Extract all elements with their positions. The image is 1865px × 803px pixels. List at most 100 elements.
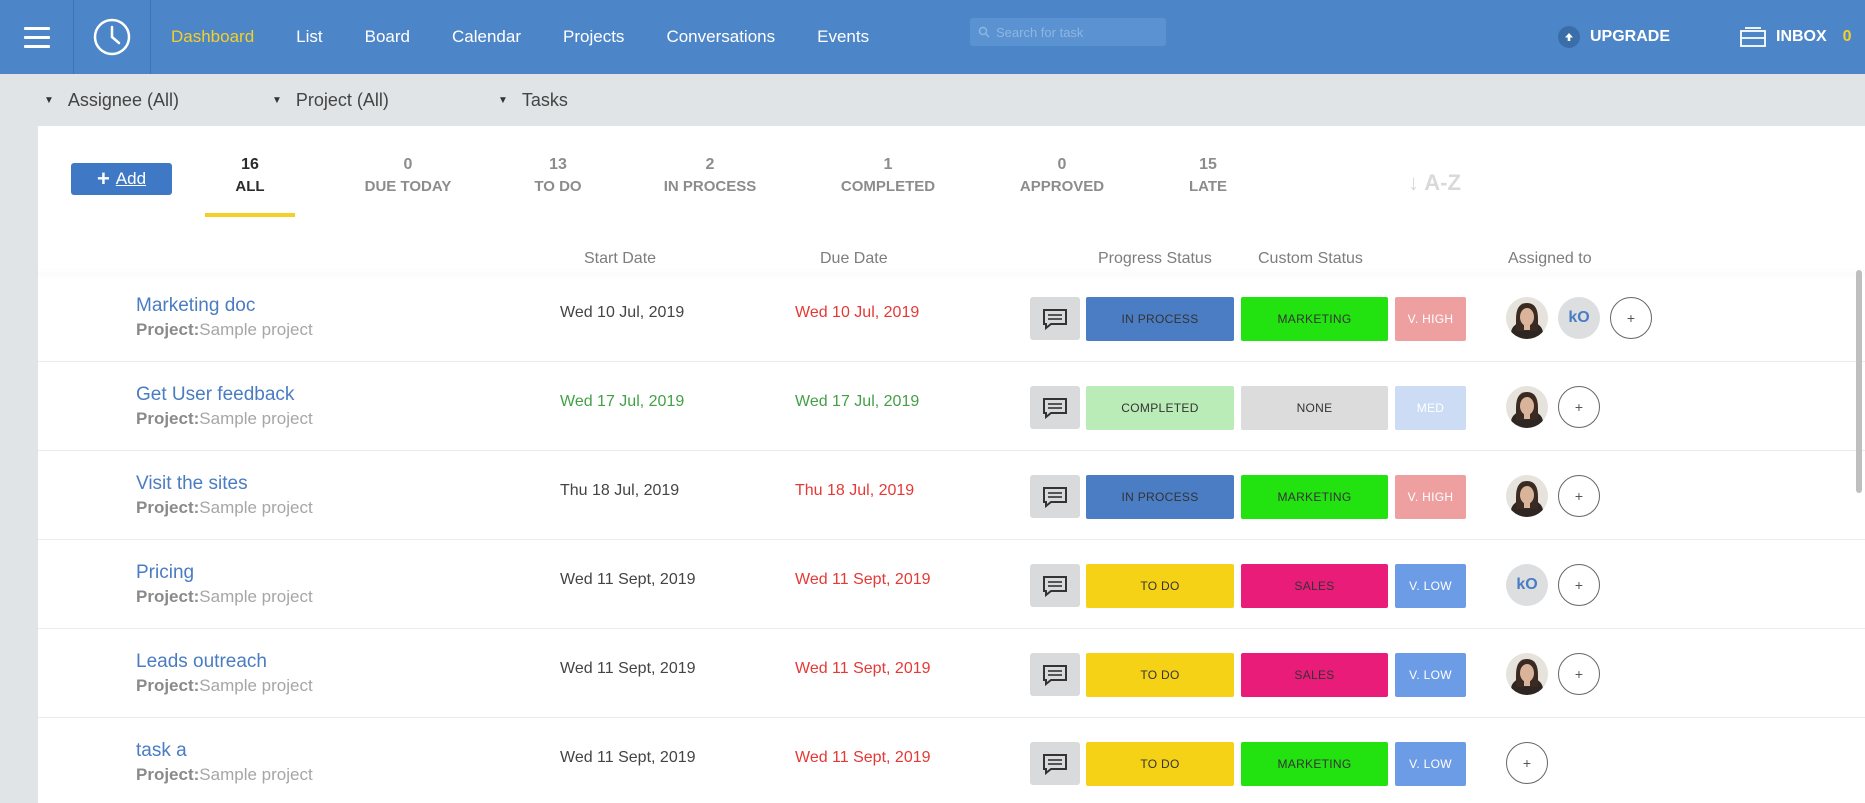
task-title[interactable]: Get User feedback: [136, 384, 295, 405]
chat-icon: [1043, 753, 1067, 775]
nav-calendar[interactable]: Calendar: [452, 27, 522, 46]
priority-badge[interactable]: MED: [1395, 386, 1466, 430]
inbox-button[interactable]: INBOX 0: [1740, 0, 1852, 74]
priority-badge[interactable]: V. LOW: [1395, 564, 1466, 608]
upgrade-button[interactable]: UPGRADE: [1558, 0, 1670, 74]
arrow-up-icon: [1558, 26, 1580, 48]
table-row[interactable]: task a Project:Sample project Wed 11 Sept,…: [38, 718, 1865, 803]
add-assignee-button[interactable]: +: [1558, 653, 1600, 695]
add-assignee-button[interactable]: +: [1558, 564, 1600, 606]
comment-button[interactable]: [1030, 297, 1080, 340]
task-project: Project:Sample project: [136, 320, 313, 340]
add-assignee-button[interactable]: +: [1558, 475, 1600, 517]
comment-button[interactable]: [1030, 475, 1080, 518]
clock-icon[interactable]: [74, 0, 151, 74]
task-title[interactable]: Marketing doc: [136, 295, 256, 316]
priority-badge[interactable]: V. LOW: [1395, 742, 1466, 786]
project-name: Sample project: [199, 676, 313, 695]
comment-button[interactable]: [1030, 564, 1080, 607]
comment-button[interactable]: [1030, 386, 1080, 429]
nav-conversations[interactable]: Conversations: [666, 27, 776, 46]
tab-to-do[interactable]: 13 TO DO: [508, 156, 608, 195]
avatar[interactable]: [1506, 475, 1548, 517]
sort-az-button[interactable]: ↓ A-Z: [1408, 170, 1461, 196]
task-title[interactable]: Visit the sites: [136, 473, 248, 494]
project-filter-label: Project (All): [295, 89, 389, 110]
column-assigned-to[interactable]: Assigned to: [1508, 250, 1592, 267]
active-tab-indicator: [205, 213, 295, 217]
progress-status-badge[interactable]: IN PROCESS: [1086, 475, 1234, 519]
nav-events[interactable]: Events: [817, 27, 870, 46]
column-start-date[interactable]: Start Date: [584, 250, 657, 267]
search-box[interactable]: [970, 18, 1166, 46]
nav-list[interactable]: List: [296, 27, 323, 46]
progress-status-badge[interactable]: TO DO: [1086, 564, 1234, 608]
column-custom-status[interactable]: Custom Status: [1258, 250, 1363, 267]
add-assignee-button[interactable]: +: [1610, 297, 1652, 339]
start-date: Wed 11 Sept, 2019: [560, 571, 696, 588]
inbox-label: INBOX: [1776, 28, 1827, 45]
avatar-initials[interactable]: kO: [1506, 564, 1548, 606]
tab-count: 13: [549, 156, 567, 173]
avatar-initials[interactable]: kO: [1558, 297, 1600, 339]
column-due-date[interactable]: Due Date: [820, 250, 888, 267]
add-assignee-button[interactable]: +: [1506, 742, 1548, 784]
progress-status-badge[interactable]: IN PROCESS: [1086, 297, 1234, 341]
custom-status-badge[interactable]: MARKETING: [1241, 742, 1388, 786]
assignee-filter[interactable]: ▼ Assignee (All): [44, 74, 179, 126]
custom-status-badge[interactable]: NONE: [1241, 386, 1388, 430]
tasks-filter-label: Tasks: [521, 89, 568, 110]
tab-label: ALL: [235, 178, 265, 195]
sort-label: A-Z: [1424, 170, 1461, 195]
priority-badge[interactable]: V. HIGH: [1395, 297, 1466, 341]
task-title[interactable]: task a: [136, 740, 187, 761]
column-progress-status[interactable]: Progress Status: [1098, 250, 1212, 267]
progress-status-badge[interactable]: TO DO: [1086, 742, 1234, 786]
nav-board[interactable]: Board: [364, 27, 411, 46]
table-row[interactable]: Get User feedback Project:Sample project W…: [38, 362, 1865, 451]
nav-projects[interactable]: Projects: [563, 27, 625, 46]
tab-approved[interactable]: 0 APPROVED: [1002, 156, 1122, 195]
priority-badge[interactable]: V. HIGH: [1395, 475, 1466, 519]
table-row[interactable]: Pricing Project:Sample project Wed 11 Sept…: [38, 540, 1865, 629]
task-title[interactable]: Pricing: [136, 562, 195, 583]
tab-completed[interactable]: 1 COMPLETED: [828, 156, 948, 195]
menu-icon[interactable]: [0, 0, 74, 74]
tab-label: COMPLETED: [840, 178, 936, 195]
caret-down-icon: ▼: [272, 94, 282, 106]
task-title[interactable]: Leads outreach: [136, 651, 267, 672]
search-input[interactable]: [996, 24, 1156, 40]
comment-button[interactable]: [1030, 742, 1080, 785]
nav-dashboard[interactable]: Dashboard: [171, 27, 255, 46]
inbox-count: 0: [1842, 28, 1852, 45]
progress-status-badge[interactable]: COMPLETED: [1086, 386, 1234, 430]
tab-in-process[interactable]: 2 IN PROCESS: [650, 156, 770, 195]
tab-due-today[interactable]: 0 DUE TODAY: [343, 156, 473, 195]
add-assignee-button[interactable]: +: [1558, 386, 1600, 428]
tab-late[interactable]: 15 LATE: [1168, 156, 1248, 195]
task-list-card: + Add 16 ALL 0 DUE TODAY 13 TO DO 2 IN P…: [38, 126, 1865, 803]
avatar[interactable]: [1506, 653, 1548, 695]
project-name: Sample project: [199, 765, 313, 784]
start-date: Wed 11 Sept, 2019: [560, 749, 696, 766]
tasks-filter[interactable]: ▼ Tasks: [498, 74, 568, 126]
project-filter[interactable]: ▼ Project (All): [272, 74, 389, 126]
avatar[interactable]: [1506, 297, 1548, 339]
table-row[interactable]: Marketing doc Project:Sample project Wed 1…: [38, 273, 1865, 362]
priority-badge[interactable]: V. LOW: [1395, 653, 1466, 697]
custom-status-badge[interactable]: SALES: [1241, 564, 1388, 608]
tab-all[interactable]: 16 ALL: [205, 156, 295, 195]
custom-status-badge[interactable]: MARKETING: [1241, 475, 1388, 519]
table-row[interactable]: Visit the sites Project:Sample project Thu…: [38, 451, 1865, 540]
progress-status-badge[interactable]: TO DO: [1086, 653, 1234, 697]
add-task-button[interactable]: + Add: [71, 163, 172, 195]
start-date: Wed 11 Sept, 2019: [560, 660, 696, 677]
caret-down-icon: ▼: [44, 94, 54, 106]
comment-button[interactable]: [1030, 653, 1080, 696]
upgrade-label: UPGRADE: [1590, 28, 1671, 45]
avatar[interactable]: [1506, 386, 1548, 428]
scrollbar[interactable]: [1856, 270, 1862, 493]
custom-status-badge[interactable]: MARKETING: [1241, 297, 1388, 341]
table-row[interactable]: Leads outreach Project:Sample project Wed …: [38, 629, 1865, 718]
custom-status-badge[interactable]: SALES: [1241, 653, 1388, 697]
